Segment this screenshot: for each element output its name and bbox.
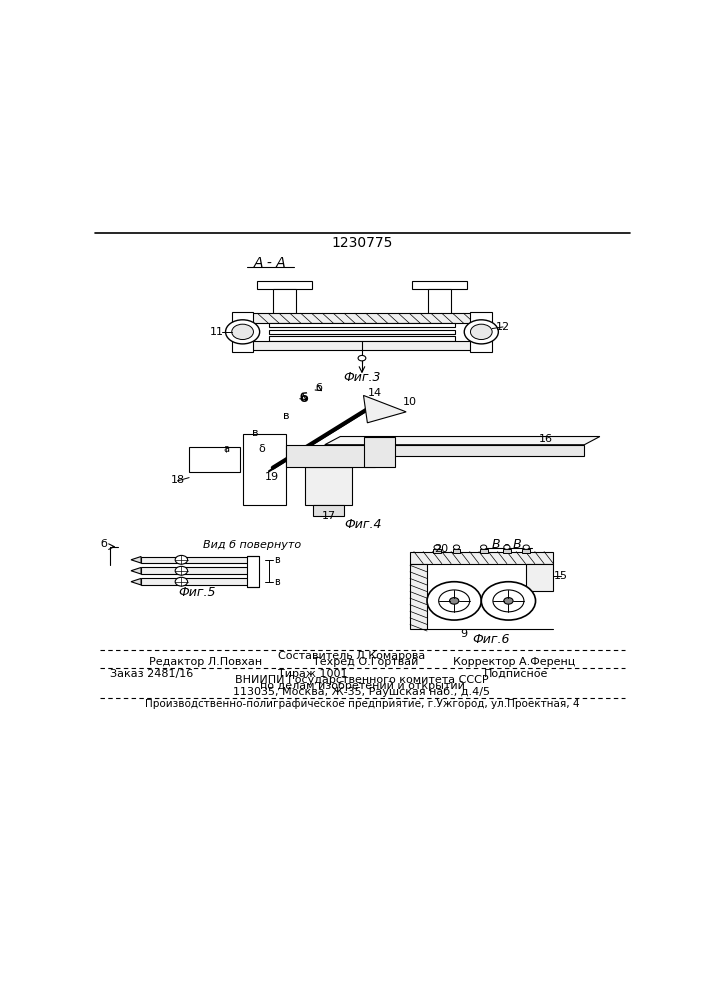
Text: Фиг.6: Фиг.6: [472, 633, 510, 646]
Text: 9: 9: [461, 629, 468, 639]
Text: б: б: [315, 383, 322, 393]
Ellipse shape: [358, 355, 366, 361]
Ellipse shape: [438, 590, 469, 612]
Text: а: а: [223, 444, 229, 454]
Bar: [141, 557, 250, 563]
Text: ВНИИПИ Государственного комитета СССР: ВНИИПИ Государственного комитета СССР: [235, 675, 489, 685]
Bar: [522, 549, 530, 553]
Text: Заказ 2481/16: Заказ 2481/16: [110, 669, 193, 679]
Text: Фиг.5: Фиг.5: [178, 586, 216, 599]
Ellipse shape: [427, 582, 481, 620]
Text: 113035, Москва, Ж-35, Раушская наб., д.4/5: 113035, Москва, Ж-35, Раушская наб., д.4…: [233, 687, 491, 697]
Text: А - А: А - А: [254, 256, 287, 270]
Bar: [273, 289, 296, 314]
Text: Техред О.Гортвай: Техред О.Гортвай: [313, 657, 419, 667]
Ellipse shape: [175, 555, 187, 564]
Polygon shape: [325, 445, 585, 456]
Text: Составитель Л.Комарова: Составитель Л.Комарова: [279, 651, 426, 661]
Bar: [269, 336, 455, 341]
Ellipse shape: [450, 598, 459, 604]
Ellipse shape: [464, 320, 498, 344]
Text: В - В: В - В: [492, 538, 522, 551]
Text: в: в: [274, 577, 279, 587]
Bar: [251, 313, 472, 323]
Text: 15: 15: [554, 571, 568, 581]
Text: в: в: [283, 411, 289, 421]
Text: Фиг.3: Фиг.3: [343, 371, 380, 384]
Bar: [470, 312, 492, 352]
Text: в: в: [252, 428, 258, 438]
Ellipse shape: [175, 577, 187, 586]
Text: 12: 12: [496, 322, 510, 332]
Text: δ: δ: [259, 444, 265, 454]
Bar: [251, 341, 472, 350]
Text: 10: 10: [403, 397, 417, 407]
Ellipse shape: [434, 545, 440, 549]
Bar: [247, 556, 259, 587]
Text: Редактор Л.Повхан: Редактор Л.Повхан: [149, 657, 262, 667]
Polygon shape: [363, 437, 395, 467]
Polygon shape: [243, 434, 286, 505]
Polygon shape: [131, 557, 141, 563]
Ellipse shape: [470, 324, 492, 340]
Bar: [410, 552, 554, 564]
Text: 17: 17: [322, 511, 336, 521]
Polygon shape: [363, 395, 406, 423]
Text: Тираж 1001: Тираж 1001: [279, 669, 348, 679]
Bar: [269, 330, 455, 334]
Ellipse shape: [232, 324, 253, 340]
Polygon shape: [131, 567, 141, 574]
Text: 20: 20: [434, 544, 448, 554]
Text: Подписное: Подписное: [484, 669, 548, 679]
Polygon shape: [325, 437, 600, 445]
Bar: [452, 549, 460, 553]
Bar: [141, 567, 250, 574]
Text: Вид б повернуто: Вид б повернуто: [203, 540, 301, 550]
Polygon shape: [131, 578, 141, 585]
Bar: [410, 564, 427, 629]
Bar: [257, 281, 312, 289]
Bar: [503, 549, 510, 553]
Text: Корректор А.Ференц: Корректор А.Ференц: [452, 657, 575, 667]
Polygon shape: [305, 467, 352, 505]
Text: по делам изобретений и открытий: по делам изобретений и открытий: [259, 681, 464, 691]
Text: Производственно-полиграфическое предприятие, г.Ужгород, ул.Проектная, 4: Производственно-полиграфическое предприя…: [145, 699, 579, 709]
Bar: [480, 549, 488, 553]
Ellipse shape: [481, 545, 486, 549]
Ellipse shape: [504, 598, 513, 604]
Text: Фиг.4: Фиг.4: [345, 518, 382, 531]
Polygon shape: [286, 445, 375, 467]
Bar: [428, 289, 451, 314]
Text: б: б: [300, 392, 308, 405]
Text: 1230775: 1230775: [332, 236, 392, 250]
Bar: [526, 564, 554, 591]
Text: 18: 18: [170, 475, 185, 485]
Bar: [269, 323, 455, 327]
Ellipse shape: [523, 545, 530, 549]
Text: б: б: [100, 539, 107, 549]
Text: 11: 11: [210, 327, 224, 337]
Ellipse shape: [481, 582, 535, 620]
Bar: [433, 549, 441, 553]
Bar: [141, 578, 250, 585]
Ellipse shape: [226, 320, 259, 344]
Text: в: в: [274, 555, 279, 565]
Bar: [412, 281, 467, 289]
Text: 14: 14: [368, 388, 382, 398]
Ellipse shape: [504, 545, 510, 549]
Text: 19: 19: [265, 472, 279, 482]
Polygon shape: [313, 505, 344, 516]
Polygon shape: [189, 447, 240, 472]
Text: 16: 16: [539, 434, 553, 444]
Ellipse shape: [493, 590, 524, 612]
Ellipse shape: [453, 545, 460, 549]
Bar: [232, 312, 253, 352]
Ellipse shape: [175, 566, 187, 575]
